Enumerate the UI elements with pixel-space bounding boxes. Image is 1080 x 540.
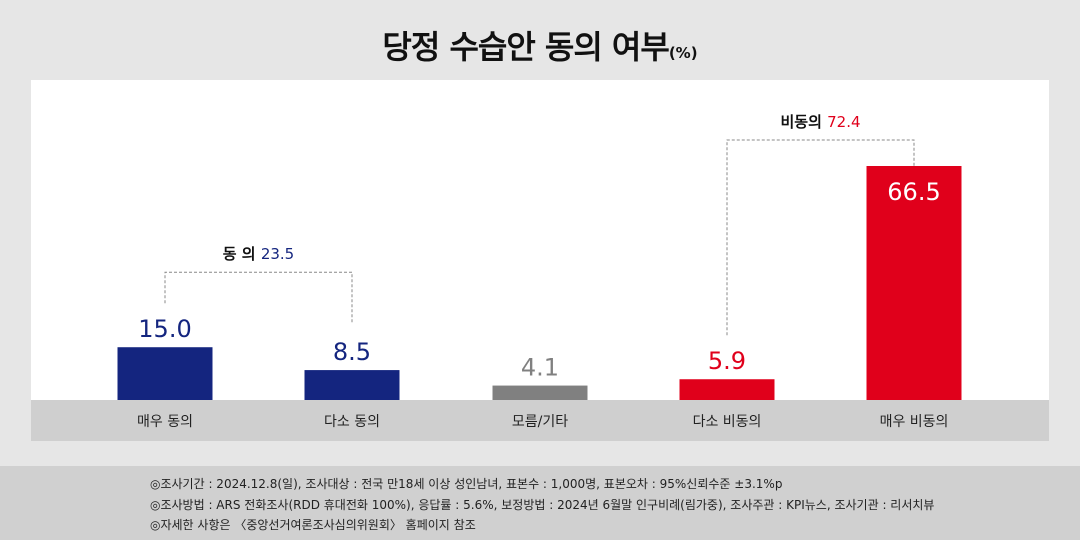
data-label-2: 8.5 <box>333 338 371 366</box>
data-label-1: 15.0 <box>138 315 191 343</box>
category-label-2: 다소 동의 <box>324 414 380 430</box>
category-label-4: 다소 비동의 <box>693 414 762 430</box>
footer-notes: ◎조사기간 : 2024.12.8(일), 조사대상 : 전국 만18세 이상 … <box>0 466 1080 540</box>
bar-chart: 15.0 매우 동의 8.5 다소 동의 4.1 모름/기타 5.9 다소 비동의 66.5 매우… <box>117 113 962 430</box>
group-label-value-2: 72.4 <box>827 113 860 131</box>
footer-note-1: ◎조사기간 : 2024.12.8(일), 조사대상 : 전국 만18세 이상 … <box>150 477 783 491</box>
data-label-4: 5.9 <box>708 347 746 375</box>
group-bracket-2 <box>726 139 915 336</box>
category-label-5: 매우 비동의 <box>880 414 949 430</box>
group-label-1: 동 의 23.5 <box>223 245 294 263</box>
category-label-1: 매우 동의 <box>137 414 193 430</box>
group-label-name-1: 동 의 <box>223 245 261 263</box>
footer-note-3: ◎자세한 사항은 〈중앙선거여론조사심의위원회〉 홈페이지 참조 <box>150 518 476 532</box>
group-bracket-1 <box>164 271 353 325</box>
footer-note-2: ◎조사방법 : ARS 전화조사(RDD 휴대전화 100%), 응답률 : 5… <box>150 498 935 512</box>
bar-1 <box>117 347 213 400</box>
bar-3 <box>492 385 588 400</box>
data-label-3: 4.1 <box>521 354 559 382</box>
group-label-name-2: 비동의 <box>780 113 827 131</box>
category-band <box>31 400 1049 441</box>
group-label-2: 비동의 72.4 <box>780 113 860 131</box>
data-label-5: 66.5 <box>887 178 940 206</box>
chart-title: 당정 수습안 동의 여부(%) <box>0 22 1080 68</box>
group-label-value-1: 23.5 <box>261 245 294 263</box>
chart-title-text: 당정 수습안 동의 여부 <box>382 28 669 66</box>
bar-4 <box>679 379 775 400</box>
bar-2 <box>304 370 400 400</box>
category-label-3: 모름/기타 <box>512 414 568 430</box>
chart-title-unit: (%) <box>668 44 698 62</box>
bar-5 <box>866 166 962 400</box>
